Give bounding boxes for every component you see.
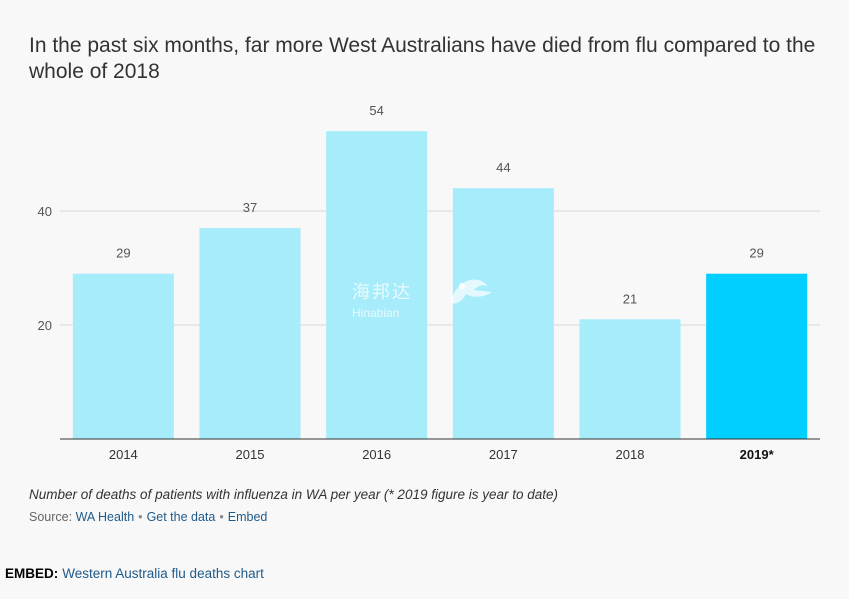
x-tick-label: 2015 — [236, 447, 265, 462]
x-tick-label: 2014 — [109, 447, 138, 462]
chart-caption: Number of deaths of patients with influe… — [29, 487, 559, 502]
separator: • — [138, 510, 143, 524]
bar — [452, 188, 554, 439]
source-line: Source: WA Health • Get the data • Embed — [29, 510, 267, 524]
get-the-data-link[interactable]: Get the data — [146, 510, 216, 524]
source-label: Source: — [29, 510, 73, 524]
embed-chart-link[interactable]: Western Australia flu deaths chart — [62, 566, 264, 581]
x-tick-label: 2018 — [616, 447, 645, 462]
separator: • — [219, 510, 224, 524]
bar — [72, 273, 174, 439]
bar — [199, 228, 301, 439]
embed-link[interactable]: Embed — [227, 510, 268, 524]
data-label: 54 — [369, 103, 383, 118]
bar — [326, 131, 428, 439]
y-tick-label: 40 — [38, 204, 52, 219]
x-tick-label: 2016 — [362, 447, 391, 462]
data-label: 37 — [243, 200, 257, 215]
data-label: 21 — [623, 291, 637, 306]
data-label: 29 — [116, 246, 130, 261]
bar — [579, 319, 681, 439]
bar-chart: 20 40 29 2014 37 2015 54 2016 44 2017 21 2018 29 2019… — [38, 103, 820, 462]
embed-line: EMBED: Western Australia flu deaths chart — [5, 566, 264, 581]
x-tick-label: 2019* — [740, 447, 775, 462]
data-label: 44 — [496, 160, 510, 175]
source-link-wa-health[interactable]: WA Health — [75, 510, 135, 524]
bar — [706, 273, 808, 439]
chart-title: In the past six months, far more West Au… — [29, 34, 816, 83]
x-tick-label: 2017 — [489, 447, 518, 462]
data-label: 29 — [749, 246, 763, 261]
y-tick-label: 20 — [38, 318, 52, 333]
embed-label: EMBED: — [5, 566, 59, 581]
